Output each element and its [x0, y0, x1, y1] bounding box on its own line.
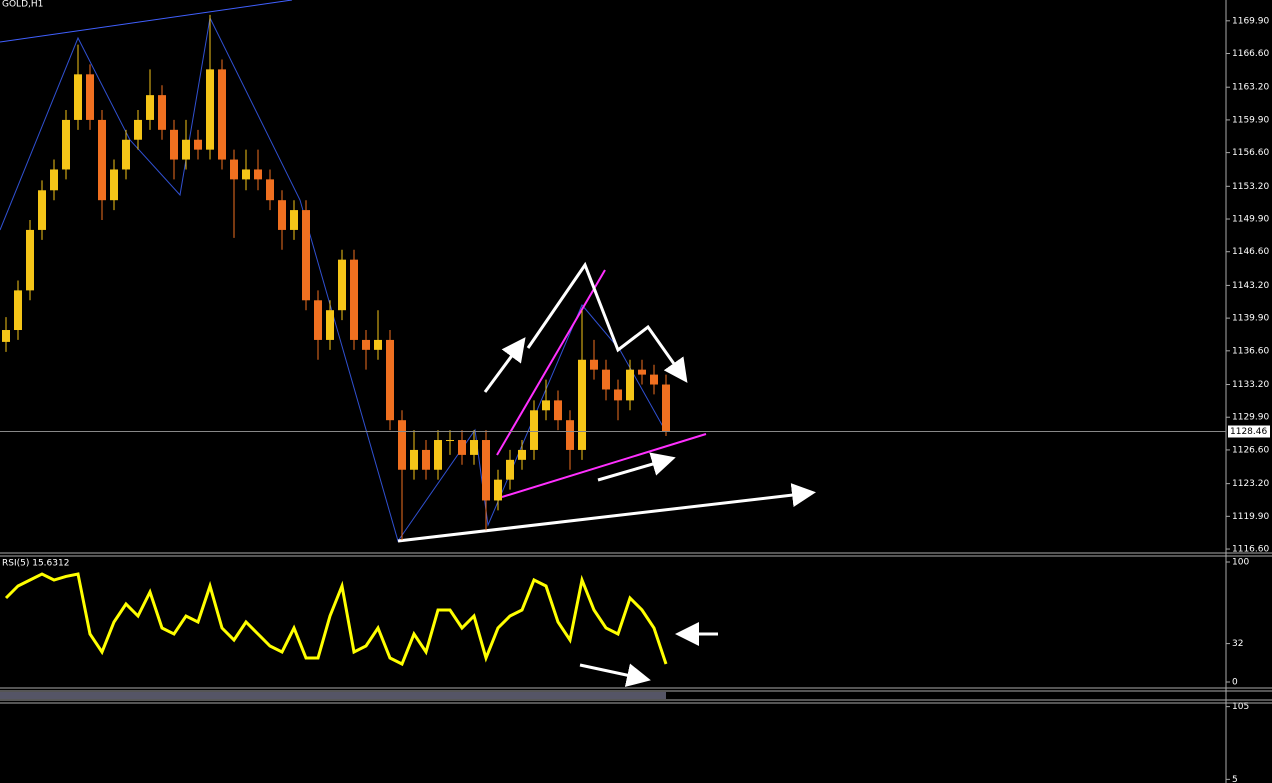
candle-body	[470, 440, 478, 455]
candle-body	[482, 440, 490, 501]
candle-body	[134, 119, 142, 140]
arrow	[597, 452, 676, 482]
candle-body	[26, 229, 34, 291]
y-tick-label: 105	[1232, 702, 1249, 712]
y-tick-label: 1126.60	[1232, 445, 1269, 455]
y-tick-label: 1149.90	[1232, 215, 1269, 225]
candle-body	[422, 449, 430, 470]
candle-body	[38, 190, 46, 230]
candle-body	[362, 339, 370, 350]
candle-body	[530, 410, 538, 450]
y-tick-label: 1159.90	[1232, 115, 1269, 125]
candle-body	[626, 369, 634, 401]
candle-body	[518, 449, 526, 460]
candle-body	[458, 440, 466, 455]
arrow	[397, 483, 816, 543]
current-price-label: 1128.46	[1230, 427, 1267, 437]
y-tick-label: 32	[1232, 639, 1243, 649]
candle-body	[614, 389, 622, 401]
zigzag	[0, 16, 667, 543]
candle-body	[398, 420, 406, 470]
candle-body	[566, 420, 574, 450]
y-tick-label: 0	[1232, 678, 1238, 688]
candle-body	[446, 440, 454, 442]
y-tick-label: 1136.60	[1232, 346, 1269, 356]
candle-body	[302, 210, 310, 301]
candle-body	[314, 300, 322, 340]
candle-body	[590, 359, 598, 370]
candle-body	[638, 369, 646, 375]
rsi-line	[4, 572, 668, 667]
candle-body	[506, 459, 514, 480]
candle-body	[74, 74, 82, 120]
y-tick-label: 1119.90	[1232, 512, 1269, 522]
candle-body	[650, 374, 658, 385]
candle-body	[602, 369, 610, 390]
y-tick-label: 1166.60	[1232, 49, 1269, 59]
candle-body	[434, 440, 442, 470]
candle-body	[494, 479, 502, 501]
candle-body	[158, 95, 166, 130]
candle-body	[578, 359, 586, 450]
candle-body	[410, 449, 418, 470]
arrow	[579, 663, 651, 687]
candle-body	[206, 69, 214, 150]
y-tick-label: 1156.60	[1232, 148, 1269, 158]
candle-body	[350, 259, 358, 340]
y-tick-label: 1116.60	[1232, 545, 1269, 555]
candle-body	[338, 259, 346, 311]
candle-body	[98, 119, 106, 201]
candle-body	[542, 400, 550, 411]
candle-body	[278, 200, 286, 230]
candle-body	[374, 339, 382, 350]
candle-body	[182, 139, 190, 160]
candle-body	[662, 384, 670, 432]
candle-body	[110, 169, 118, 201]
y-tick-label: 1169.90	[1232, 16, 1269, 26]
trend-line	[0, 0, 293, 43]
y-tick-label: 1143.20	[1232, 281, 1269, 291]
candle-body	[386, 339, 394, 421]
arrow	[526, 261, 688, 383]
candle-body	[50, 169, 58, 191]
channel-line	[496, 269, 606, 456]
candle-body	[86, 74, 94, 120]
candle-body	[554, 400, 562, 421]
candle-body	[14, 290, 22, 331]
candle-body	[290, 210, 298, 230]
y-tick-label: 1163.20	[1232, 83, 1269, 93]
candle-body	[266, 179, 274, 201]
support-line	[501, 433, 707, 498]
y-tick-label: 1146.60	[1232, 247, 1269, 257]
arrow	[483, 337, 526, 393]
y-tick-label: 1153.20	[1232, 182, 1269, 192]
candle-body	[230, 159, 238, 180]
y-tick-label: 100	[1232, 558, 1249, 568]
candle-body	[242, 169, 250, 180]
price-label-box	[1228, 425, 1270, 438]
y-tick-label: 1129.90	[1232, 413, 1269, 423]
candle-body	[146, 95, 154, 120]
y-tick-label: 5	[1232, 775, 1238, 783]
candle-body	[122, 139, 130, 170]
y-tick-label: 1139.90	[1232, 314, 1269, 324]
indicator-strip	[0, 692, 666, 699]
y-tick-label: 1123.20	[1232, 479, 1269, 489]
candle-body	[170, 129, 178, 160]
candle-body	[326, 310, 334, 340]
rsi-title: RSI(5) 15.6312	[2, 559, 69, 569]
candle-body	[2, 330, 10, 342]
candle-body	[218, 69, 226, 160]
y-tick-label: 1133.20	[1232, 380, 1269, 390]
chart-title: GOLD,H1	[2, 0, 43, 10]
candle-body	[194, 139, 202, 150]
candle-body	[254, 169, 262, 180]
candle-body	[62, 119, 70, 170]
